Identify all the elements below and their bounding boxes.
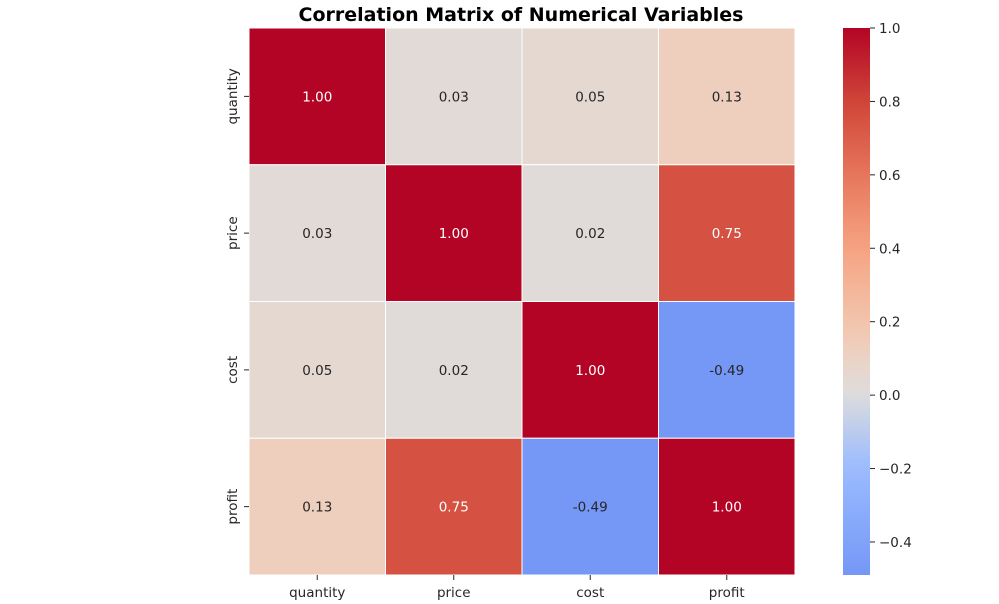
cell-value-cost-quantity: 0.05 [302,363,332,379]
cell-value-profit-price: 0.75 [439,500,469,516]
cell-value-price-quantity: 0.03 [302,226,332,242]
heatmap-cells [248,27,796,576]
colorbar-tick-label: 0.2 [879,315,900,331]
x-tick-label-profit: profit [709,585,745,601]
x-tick-label-quantity: quantity [289,585,345,601]
heatmap-cell-quantity-profit [658,27,796,166]
cell-value-profit-cost: -0.49 [573,500,608,516]
cell-value-cost-profit: -0.49 [709,363,744,379]
heatmap-cell-cost-price [385,301,523,439]
heatmap-cell-price-profit [658,164,796,302]
cell-value-price-cost: 0.02 [575,226,605,242]
cell-value-profit-quantity: 0.13 [302,500,332,516]
heatmap-cell-cost-profit [658,301,796,439]
cell-value-cost-cost: 1.00 [575,363,605,379]
heatmap-cell-quantity-cost [521,27,659,166]
x-axis: quantity price cost profit [289,575,745,601]
cell-value-quantity-price: 0.03 [439,89,469,105]
chart-title: Correlation Matrix of Numerical Variable… [299,4,744,26]
colorbar-tick-label: −0.4 [879,535,912,551]
heatmap-cell-labels: 1.00 0.03 0.05 0.13 0.03 1.00 0.02 0.75 0.05 0.02… [302,89,744,515]
y-tick-label-quantity: quantity [225,68,241,124]
heatmap-cell-quantity-price [385,27,523,166]
heatmap-cell-profit-price [385,437,523,576]
colorbar-tick-label: −0.2 [879,462,912,478]
cell-value-profit-profit: 1.00 [712,500,742,516]
colorbar-tick-label: 0.4 [879,241,900,257]
y-tick-label-price: price [225,216,241,250]
colorbar-tick-label: 0.8 [879,94,900,110]
heatmap-cell-price-price [385,164,523,302]
heatmap-cell-price-quantity [248,164,386,302]
heatmap-cell-profit-profit [658,437,796,576]
x-tick-label-cost: cost [576,585,604,601]
cell-value-quantity-profit: 0.13 [712,89,742,105]
colorbar-tick-label: 0.6 [879,168,900,184]
y-tick-label-profit: profit [225,489,241,525]
heatmap-cell-quantity-quantity [248,27,386,166]
y-axis: quantity price cost profit [225,68,249,525]
x-tick-label-price: price [437,585,471,601]
heatmap-cell-profit-cost [521,437,659,576]
cell-value-price-price: 1.00 [439,226,469,242]
cell-value-price-profit: 0.75 [712,226,742,242]
colorbar-gradient [843,28,870,575]
cell-value-quantity-quantity: 1.00 [302,89,332,105]
heatmap-cell-profit-quantity [248,437,386,576]
y-tick-label-cost: cost [225,356,241,384]
colorbar-tick-label: 0.0 [879,388,900,404]
cell-value-quantity-cost: 0.05 [575,89,605,105]
colorbar-tick-label: 1.0 [879,21,900,37]
cell-value-cost-price: 0.02 [439,363,469,379]
colorbar: 1.0 0.8 0.6 0.4 0.2 0.0 −0.2 −0.4 [843,21,912,575]
